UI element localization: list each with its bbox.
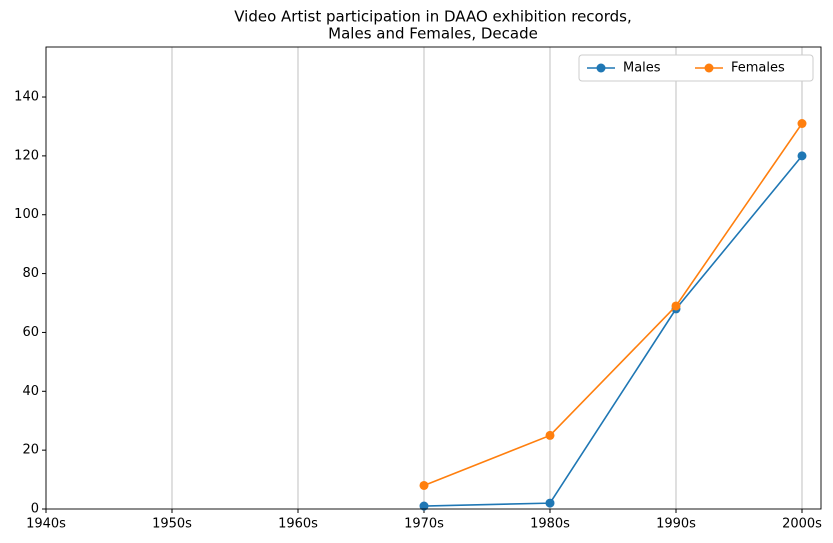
x-tick-label: 1970s (404, 517, 444, 532)
data-point (419, 480, 429, 490)
y-tick-label: 100 (14, 207, 39, 222)
plot-frame (45, 46, 822, 510)
y-tick-label: 20 (22, 443, 39, 458)
y-tick-label: 60 (22, 325, 39, 340)
legend-label: Females (731, 61, 785, 76)
data-point (545, 430, 555, 440)
y-tick-label: 40 (22, 384, 39, 399)
series-line (423, 123, 803, 487)
chart-title: Video Artist participation in DAAO exhib… (234, 8, 631, 26)
y-tick-label: 140 (14, 90, 39, 105)
chart-title: Males and Females, Decade (328, 25, 538, 43)
x-tick-label: 1950s (152, 517, 192, 532)
data-point (797, 119, 807, 129)
x-tick-label: 1960s (278, 517, 318, 532)
y-tick-label: 80 (22, 266, 39, 281)
data-point (797, 151, 807, 161)
y-tick-label: 0 (31, 502, 39, 517)
data-point (671, 301, 681, 311)
legend-label: Males (623, 61, 661, 76)
y-tick-label: 120 (14, 148, 39, 163)
x-tick-label: 1990s (656, 517, 696, 532)
legend-marker (596, 63, 606, 73)
series-line (423, 155, 803, 507)
legend-marker (704, 63, 714, 73)
x-tick-label: 2000s (782, 517, 822, 532)
x-tick-label: 1940s (26, 517, 66, 532)
data-point (545, 498, 555, 508)
data-point (419, 501, 429, 511)
x-tick-label: 1980s (530, 517, 570, 532)
